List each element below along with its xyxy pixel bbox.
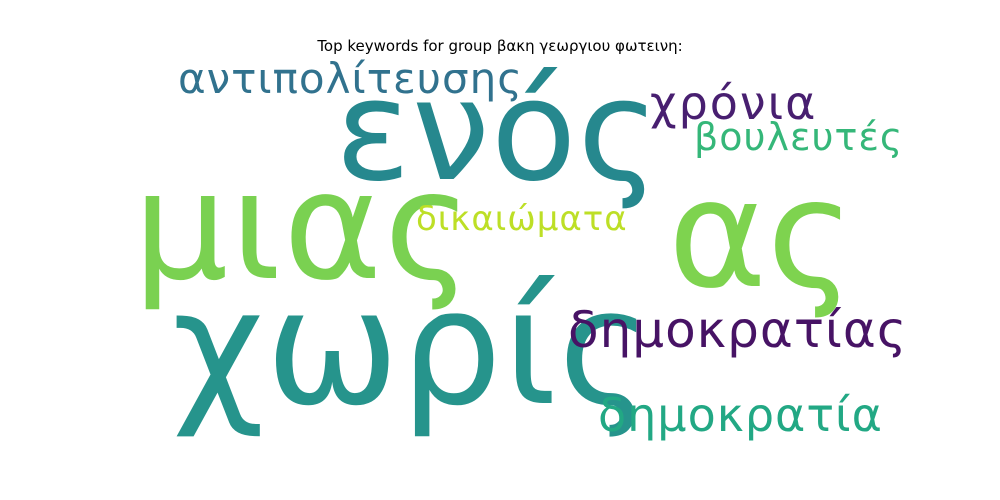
word-antipoliteusis: αντιπολίτευσης [178, 54, 523, 103]
word-dikaiomata: δικαιώματα [416, 199, 628, 239]
word-mias: μιας [133, 140, 475, 314]
word-chronia: χρόνια [650, 76, 818, 130]
word-vouleutes: βουλευτές [694, 115, 904, 159]
chart-title: Top keywords for group βακη γεωργιου φωτ… [317, 37, 683, 55]
word-as: ας [668, 148, 855, 322]
word-dimokratias: δημοκρατίας [568, 301, 908, 359]
word-choris: χωρίς [172, 254, 654, 441]
word-dimokratia: δημοκρατία [598, 388, 883, 442]
word-enos: ενός [335, 50, 661, 213]
